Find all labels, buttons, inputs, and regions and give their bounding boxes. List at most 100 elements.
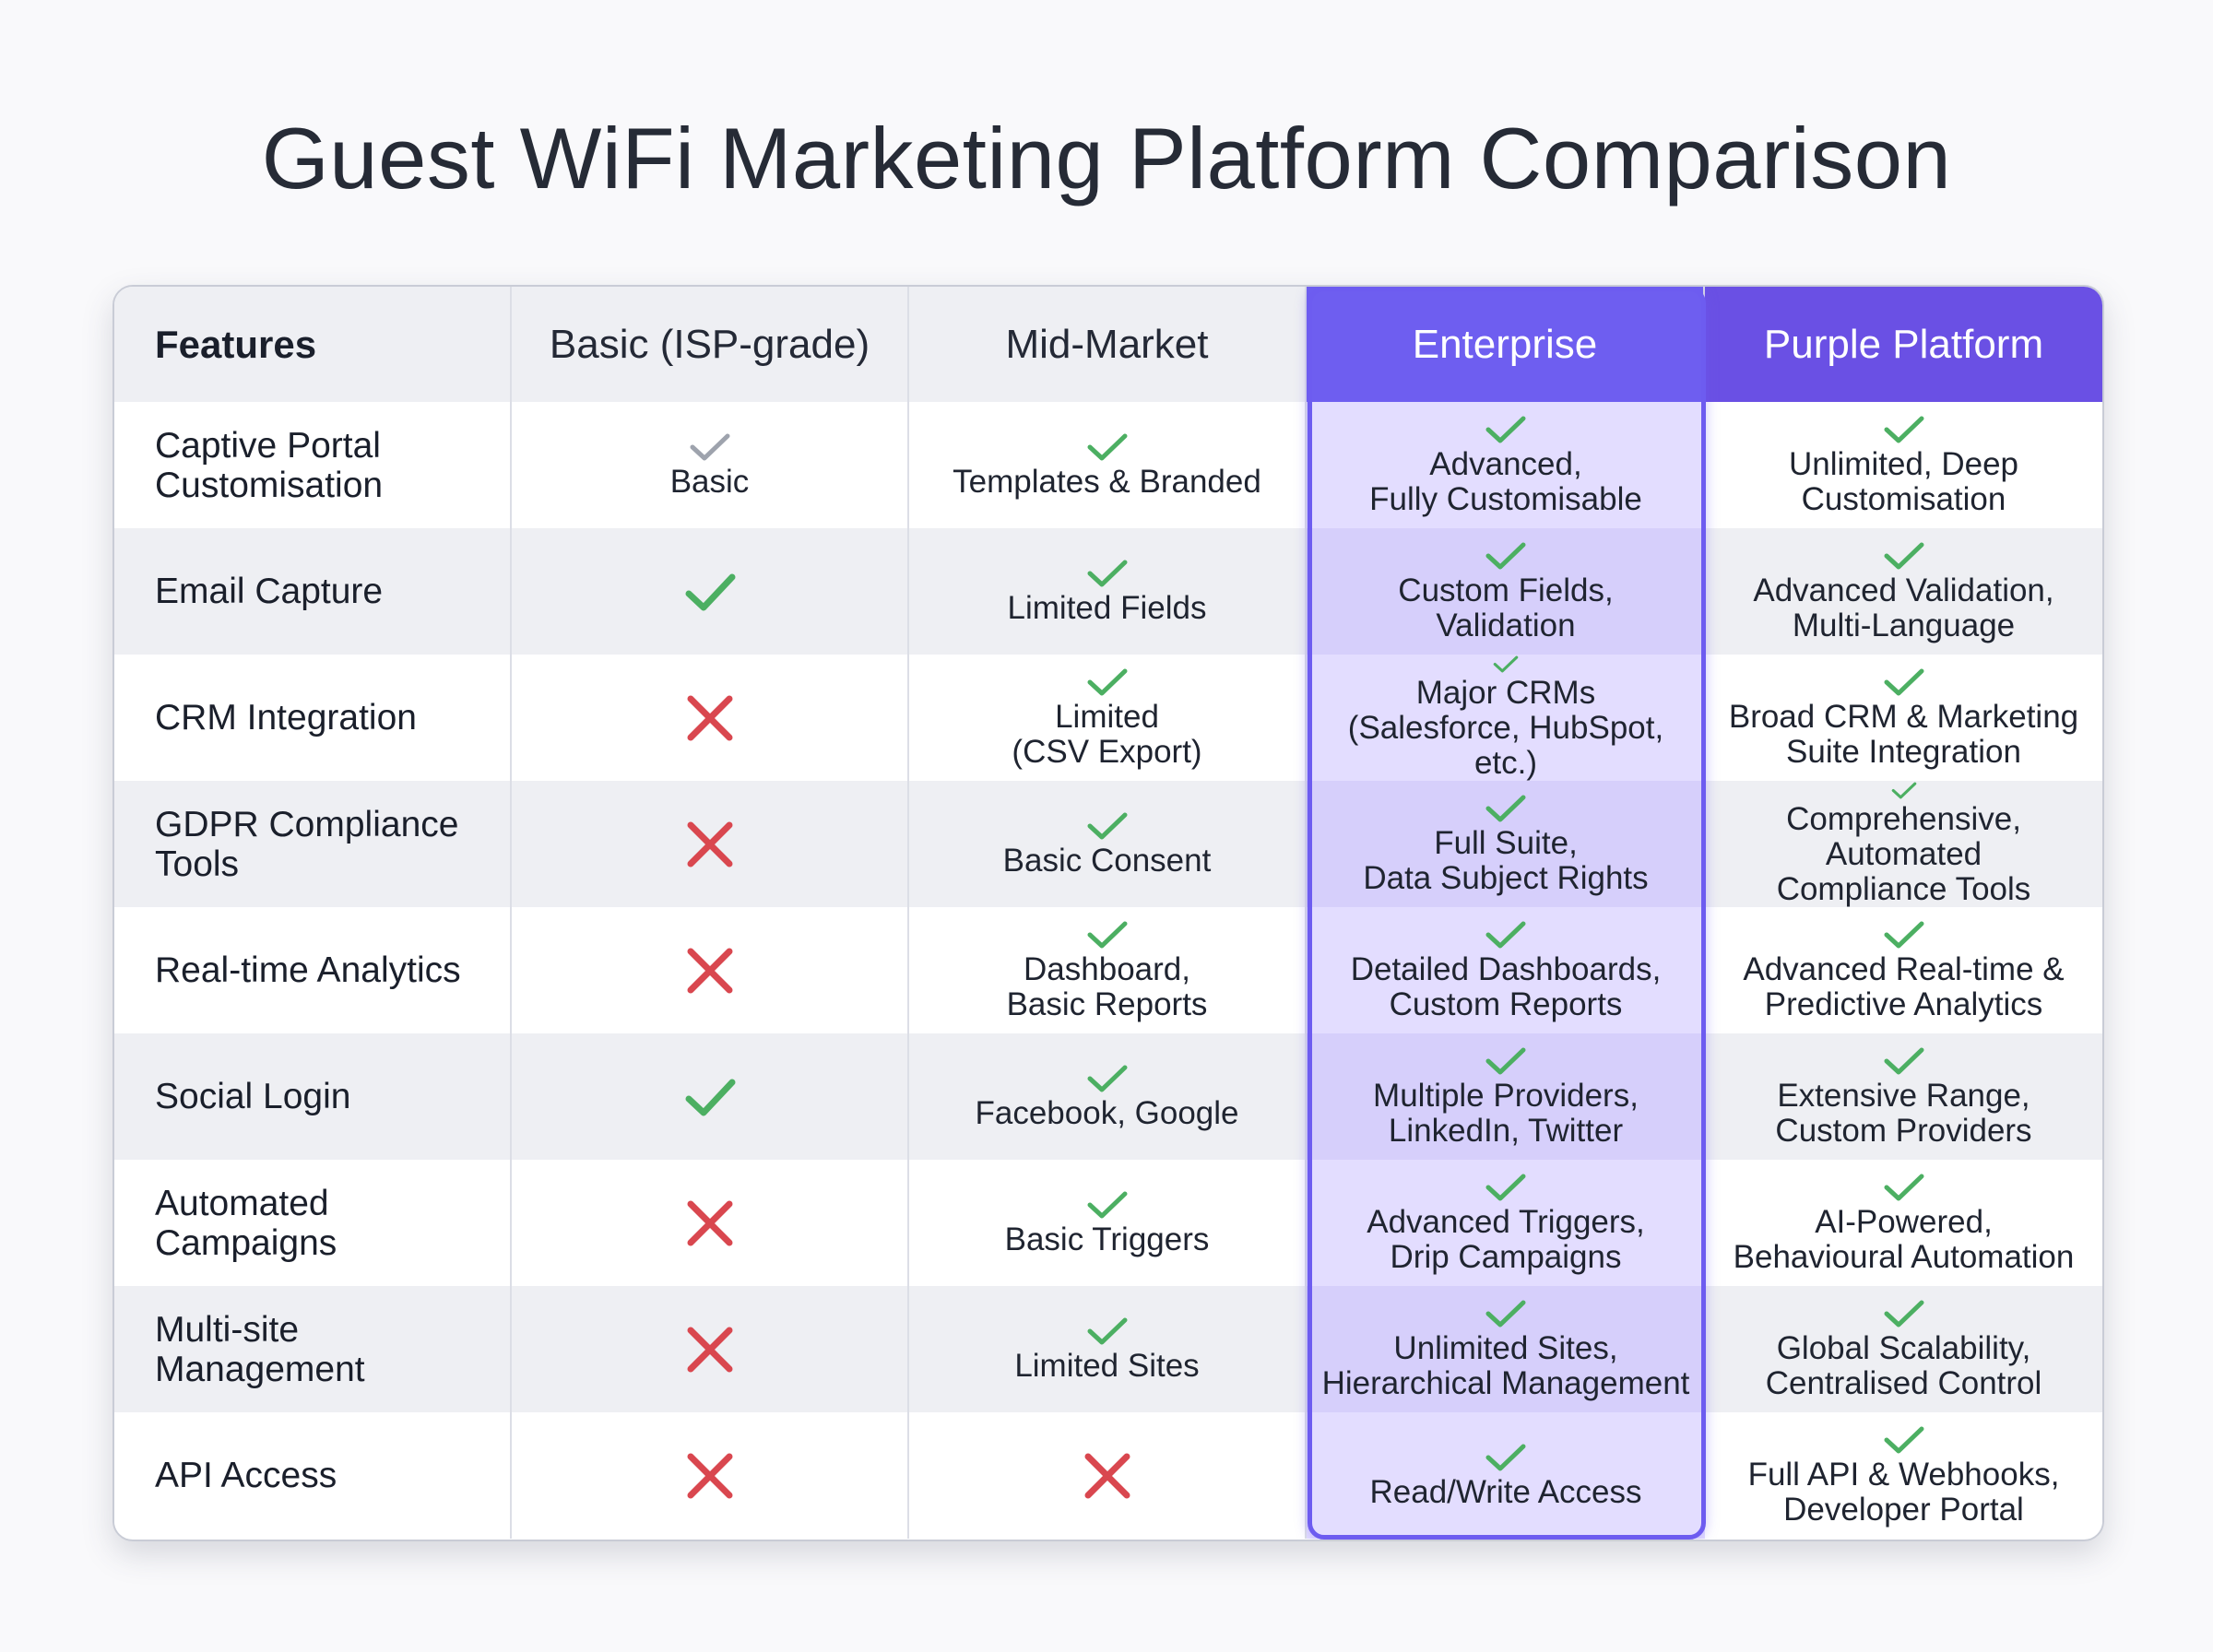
check-icon xyxy=(1884,542,1923,569)
enterprise-cell-text: Data Subject Rights xyxy=(1363,859,1649,896)
mid-cell-text: Limited Sites xyxy=(1014,1347,1200,1384)
cross-icon xyxy=(687,695,732,740)
check-icon xyxy=(1884,1300,1923,1327)
feature-label: Social Login xyxy=(114,1033,512,1160)
check-icon xyxy=(1493,655,1519,673)
feature-label-line: Management xyxy=(155,1349,365,1389)
purple-cell-text: Comprehensive, Automated xyxy=(1786,801,2021,872)
feature-label: Real-time Analytics xyxy=(114,907,512,1033)
feature-label: Automated Campaigns xyxy=(114,1160,512,1286)
basic-cell-text: Basic xyxy=(669,463,750,500)
basic-cell xyxy=(512,1412,909,1539)
enterprise-cell: Multiple Providers, LinkedIn, Twitter xyxy=(1307,1033,1705,1160)
enterprise-cell-text: Read/Write Access xyxy=(1369,1473,1642,1510)
enterprise-cell-text: Fully Customisable xyxy=(1369,480,1642,517)
enterprise-cell-text: Major CRMs xyxy=(1415,675,1596,711)
enterprise-cell-text: Drip Campaigns xyxy=(1390,1238,1622,1275)
check-icon xyxy=(685,573,735,610)
mid-cell: Facebook, Google xyxy=(909,1033,1307,1160)
feature-label: Multi-site Management xyxy=(114,1286,512,1412)
basic-cell xyxy=(512,1160,909,1286)
basic-cell xyxy=(512,907,909,1033)
check-icon xyxy=(1485,921,1526,948)
feature-label-line: Customisation xyxy=(155,465,384,505)
purple-cell-text: Suite Integration xyxy=(1786,733,2021,770)
feature-label: API Access xyxy=(114,1412,512,1539)
purple-cell: AI-Powered, Behavioural Automation xyxy=(1705,1160,2102,1286)
purple-cell: Advanced Real-time & Predictive Analytics xyxy=(1705,907,2102,1033)
enterprise-cell: Detailed Dashboards, Custom Reports xyxy=(1307,907,1705,1033)
mid-cell: Limited Sites xyxy=(909,1286,1307,1412)
purple-cell-text: Advanced Validation, xyxy=(1753,572,2054,608)
feature-label: Email Capture xyxy=(114,528,512,655)
enterprise-cell-text: Full Suite, xyxy=(1434,824,1578,861)
purple-cell: Full API & Webhooks, Developer Portal xyxy=(1705,1412,2102,1539)
feature-label-line: CRM Integration xyxy=(155,698,417,738)
basic-cell xyxy=(512,655,909,781)
check-icon xyxy=(690,433,729,460)
feature-label: CRM Integration xyxy=(114,655,512,781)
purple-cell: Advanced Validation, Multi-Language xyxy=(1705,528,2102,655)
mid-cell: Templates & Branded xyxy=(909,402,1307,528)
cross-icon xyxy=(687,1327,732,1372)
enterprise-cell-text: Custom Reports xyxy=(1389,985,1623,1022)
mid-cell-text: (CSV Export) xyxy=(1012,733,1202,770)
purple-cell: Broad CRM & Marketing Suite Integration xyxy=(1705,655,2102,781)
enterprise-cell: Major CRMs (Salesforce, HubSpot, etc.) xyxy=(1307,655,1705,781)
enterprise-cell: Advanced Triggers, Drip Campaigns xyxy=(1307,1160,1705,1286)
enterprise-cell: Unlimited Sites, Hierarchical Management xyxy=(1307,1286,1705,1412)
purple-cell-text: Broad CRM & Marketing xyxy=(1728,698,2079,735)
page-title: Guest WiFi Marketing Platform Comparison xyxy=(261,110,1952,206)
feature-label-line: Multi-site xyxy=(155,1309,300,1350)
enterprise-cell-text: Hierarchical Management xyxy=(1321,1364,1690,1401)
cross-icon xyxy=(1084,1453,1130,1498)
basic-cell: Basic xyxy=(512,402,909,528)
mid-cell-text: Dashboard, xyxy=(1024,950,1190,987)
purple-cell-text: Centralised Control xyxy=(1765,1364,2042,1401)
mid-cell: Limited (CSV Export) xyxy=(909,655,1307,781)
check-icon xyxy=(1485,1047,1526,1074)
mid-cell: Basic Triggers xyxy=(909,1160,1307,1286)
purple-cell-text: Behavioural Automation xyxy=(1733,1238,2075,1275)
purple-cell-text: Global Scalability, xyxy=(1776,1329,2031,1366)
basic-cell xyxy=(512,1033,909,1160)
header-enterprise: Enterprise xyxy=(1307,287,1705,402)
mid-cell-text: Basic Consent xyxy=(1002,842,1212,879)
feature-label-line: Social Login xyxy=(155,1077,351,1116)
enterprise-cell-text: Detailed Dashboards, xyxy=(1350,950,1662,987)
feature-label: Captive Portal Customisation xyxy=(114,402,512,528)
check-icon xyxy=(1485,1174,1526,1200)
enterprise-cell-text: Unlimited Sites, xyxy=(1393,1329,1618,1366)
check-icon xyxy=(1891,782,1916,799)
purple-cell-text: AI-Powered, xyxy=(1815,1203,1993,1240)
enterprise-cell-text: Advanced Triggers, xyxy=(1367,1203,1645,1240)
check-icon xyxy=(1087,433,1127,460)
purple-cell-text: Extensive Range, xyxy=(1777,1077,2030,1114)
header-mid-market: Mid-Market xyxy=(909,287,1307,402)
enterprise-cell-text: LinkedIn, Twitter xyxy=(1388,1112,1624,1149)
purple-cell-text: Customisation xyxy=(1801,480,2006,517)
feature-label-line: Campaigns xyxy=(155,1222,337,1263)
cross-icon xyxy=(687,1200,732,1245)
enterprise-cell-text: Custom Fields, xyxy=(1398,572,1614,608)
mid-cell-text: Basic Triggers xyxy=(1004,1221,1210,1257)
check-icon xyxy=(1485,1444,1526,1470)
purple-cell: Extensive Range, Custom Providers xyxy=(1705,1033,2102,1160)
check-icon xyxy=(1485,416,1526,442)
feature-label-line: GDPR Compliance xyxy=(155,804,459,844)
check-icon xyxy=(1884,668,1923,695)
feature-label-line: Tools xyxy=(155,844,240,884)
check-icon xyxy=(1087,921,1127,948)
purple-cell-text: Multi-Language xyxy=(1792,607,2016,643)
check-icon xyxy=(1884,1174,1923,1200)
check-icon xyxy=(1884,1426,1923,1453)
mid-cell: Basic Consent xyxy=(909,781,1307,907)
basic-cell xyxy=(512,528,909,655)
mid-cell-text: Limited xyxy=(1055,698,1159,735)
feature-label-line: Automated xyxy=(155,1183,329,1223)
check-icon xyxy=(1485,542,1526,569)
check-icon xyxy=(1485,795,1526,821)
check-icon xyxy=(1087,1317,1127,1344)
basic-cell xyxy=(512,781,909,907)
purple-cell-text: Predictive Analytics xyxy=(1764,985,2043,1022)
